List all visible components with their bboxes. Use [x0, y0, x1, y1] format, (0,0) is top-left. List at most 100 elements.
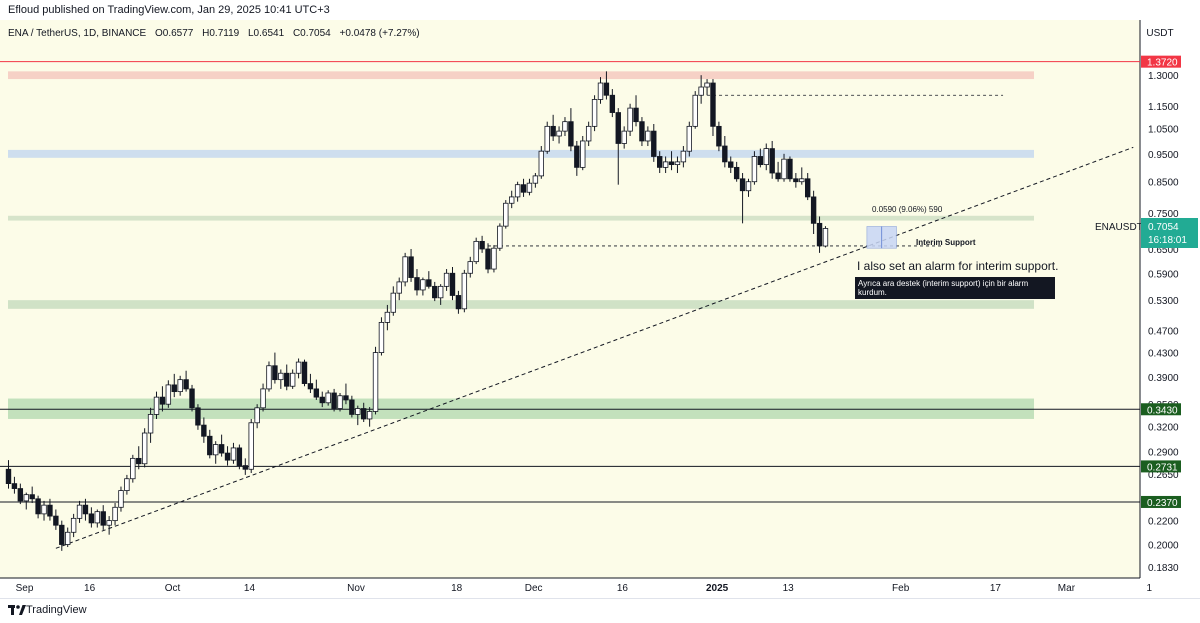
- candle: [349, 395, 355, 418]
- candle: [745, 178, 752, 197]
- y-tick-label: 0.2650: [1148, 470, 1179, 481]
- candle: [455, 290, 462, 314]
- candle: [272, 352, 278, 384]
- candle: [372, 346, 379, 415]
- alarm-note-tr-line-1: Ayrıca ara destek (interim support) için…: [858, 279, 1028, 288]
- candle: [674, 156, 681, 174]
- candle: [319, 391, 325, 408]
- legend-symbol: ENA / TetherUS, 1D, BINANCE: [8, 28, 147, 39]
- hline-label-bg-1: [1141, 403, 1181, 416]
- candle: [627, 103, 633, 136]
- candle: [497, 223, 503, 251]
- legend-low: L0.6541: [248, 28, 285, 39]
- candle: [645, 126, 651, 147]
- candle: [739, 173, 746, 224]
- x-tick-label: Nov: [347, 583, 365, 594]
- candle: [17, 483, 24, 505]
- candle: [763, 143, 769, 171]
- candle: [799, 167, 805, 185]
- candle: [781, 153, 787, 182]
- x-tick-label: Sep: [16, 583, 34, 594]
- candle: [189, 384, 195, 412]
- candle: [651, 123, 657, 162]
- candle: [396, 277, 402, 301]
- candle: [124, 474, 130, 495]
- hline-label-bg-3: [1141, 495, 1181, 508]
- candle: [408, 248, 414, 282]
- candle: [514, 181, 521, 202]
- candle: [816, 216, 823, 253]
- candle: [479, 235, 485, 253]
- candle: [698, 75, 704, 104]
- candle: [366, 407, 373, 427]
- candle: [775, 161, 781, 182]
- candle: [526, 178, 533, 196]
- interim-support-label: Interim Support: [916, 238, 976, 247]
- candle: [432, 281, 438, 302]
- candle: [420, 277, 426, 296]
- candle: [313, 379, 320, 400]
- candle: [757, 148, 764, 168]
- candle: [597, 77, 604, 104]
- candle: [218, 434, 225, 457]
- candle: [201, 417, 207, 443]
- candle: [615, 108, 621, 185]
- candle: [118, 486, 124, 512]
- zone-red: [8, 71, 1034, 80]
- candle: [159, 386, 166, 412]
- price-tag-bg: [1141, 218, 1198, 248]
- candle: [822, 226, 829, 248]
- y-tick-label: 0.9500: [1148, 150, 1179, 161]
- y-tick-label: 1.3000: [1148, 71, 1179, 82]
- candle: [307, 373, 314, 393]
- candle: [212, 441, 219, 464]
- x-tick-label: 13: [783, 583, 795, 594]
- candle: [633, 95, 639, 127]
- candle: [207, 429, 213, 459]
- chart-footer: TradingView: [0, 598, 1200, 623]
- candle: [195, 404, 201, 430]
- y-tick-label: 0.7500: [1148, 209, 1179, 220]
- candle: [325, 390, 331, 406]
- hline-label-0: 1.3720: [1147, 58, 1178, 69]
- candle: [378, 317, 385, 356]
- candle: [414, 269, 420, 296]
- candle: [532, 173, 539, 188]
- candle: [177, 375, 183, 396]
- candle: [295, 358, 302, 379]
- candle: [716, 121, 722, 152]
- candle: [360, 402, 367, 423]
- candle: [793, 173, 799, 188]
- candle: [449, 266, 456, 301]
- hline-label-3: 0.2370: [1147, 498, 1178, 509]
- candle: [88, 507, 95, 528]
- candle: [153, 391, 160, 419]
- y-tick-label: 1.0500: [1148, 125, 1179, 136]
- candle: [810, 190, 817, 235]
- candlestick-chart[interactable]: 0.0590 (9.06%) 590 1.3000 1.1500 1.0500 0.9…: [0, 20, 1200, 598]
- candle: [47, 498, 53, 521]
- candle: [467, 256, 473, 278]
- candle: [82, 498, 89, 521]
- candle: [686, 121, 692, 157]
- candle: [805, 173, 811, 201]
- candle: [491, 245, 497, 273]
- candle: [242, 458, 248, 475]
- y-tick-label: 0.3200: [1148, 423, 1179, 434]
- candle: [657, 151, 663, 174]
- candle: [224, 446, 231, 466]
- candle: [550, 114, 556, 141]
- tradingview-logo-icon: [8, 605, 26, 615]
- candle: [331, 388, 337, 412]
- candle: [355, 405, 361, 426]
- hline-label-2: 0.2731: [1147, 462, 1178, 473]
- candle: [662, 156, 669, 174]
- candle: [443, 269, 450, 291]
- alarm-note-tr-line-2: kurdum.: [858, 288, 887, 297]
- trendline: [55, 146, 1134, 549]
- candle: [426, 271, 432, 289]
- price-tag-value: 0.7054: [1148, 222, 1179, 233]
- candle: [568, 108, 574, 152]
- candle: [609, 89, 616, 118]
- candle: [53, 509, 59, 530]
